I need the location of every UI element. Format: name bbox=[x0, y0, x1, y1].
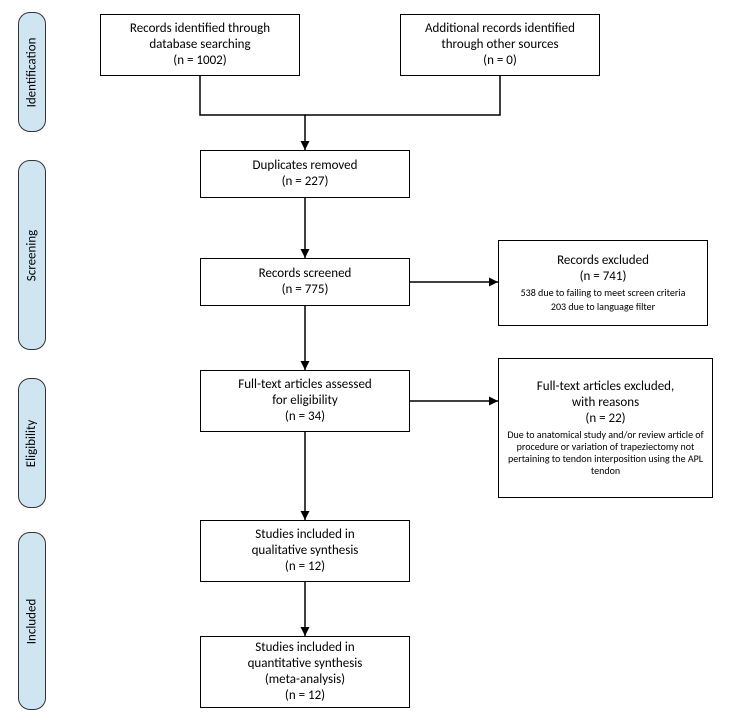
stage-label-text: Eligibility bbox=[25, 419, 40, 466]
stage-identification: Identification bbox=[18, 12, 46, 132]
text-line: Additional records identified bbox=[425, 21, 575, 37]
text-line: Full-text articles assessed bbox=[238, 377, 372, 393]
node-screened: Records screened (n = 775) bbox=[200, 258, 410, 306]
text-line: (n = 12) bbox=[285, 559, 325, 575]
stage-label-text: Screening bbox=[25, 229, 40, 281]
text-line: Records excluded bbox=[557, 253, 649, 269]
stage-included: Included bbox=[18, 532, 46, 710]
text-small: 203 due to language filter bbox=[551, 301, 655, 313]
text-line: qualitative synthesis bbox=[252, 543, 359, 559]
node-duplicates: Duplicates removed (n = 227) bbox=[200, 150, 410, 198]
node-db-search: Records identified through database sear… bbox=[100, 14, 300, 76]
text-line: Records identified through bbox=[130, 21, 270, 37]
text-line: quantitative synthesis bbox=[248, 656, 363, 672]
node-quantitative: Studies included in quantitative synthes… bbox=[200, 636, 410, 708]
text-line: with reasons bbox=[572, 395, 639, 411]
node-excluded-screen: Records excluded (n = 741) 538 due to fa… bbox=[498, 240, 708, 326]
text-line: Duplicates removed bbox=[253, 158, 358, 174]
text-line: for eligibility bbox=[272, 393, 338, 409]
text-line: (n = 775) bbox=[282, 282, 329, 298]
node-other-sources: Additional records identified through ot… bbox=[400, 14, 600, 76]
text-line: (n = 1002) bbox=[173, 53, 226, 69]
node-qualitative: Studies included in qualitative synthesi… bbox=[200, 520, 410, 582]
stage-screening: Screening bbox=[18, 160, 46, 350]
text-line: (n = 22) bbox=[585, 411, 625, 427]
text-line: (n = 227) bbox=[282, 174, 329, 190]
text-line: Full-text articles excluded, bbox=[537, 379, 674, 395]
text-line: (n = 0) bbox=[483, 53, 517, 69]
text-line: through other sources bbox=[441, 37, 558, 53]
text-line: Studies included in bbox=[255, 640, 354, 656]
text-line: database searching bbox=[149, 37, 250, 53]
text-line: Studies included in bbox=[255, 527, 354, 543]
node-excluded-fulltext: Full-text articles excluded, with reason… bbox=[498, 358, 713, 498]
text-line: (n = 12) bbox=[285, 688, 325, 704]
text-line: Records screened bbox=[259, 266, 352, 282]
node-fulltext: Full-text articles assessed for eligibil… bbox=[200, 370, 410, 432]
stage-label-text: Included bbox=[25, 598, 40, 644]
text-small: Due to anatomical study and/or review ar… bbox=[507, 429, 704, 477]
text-small: 538 due to failing to meet screen criter… bbox=[521, 287, 686, 299]
stage-eligibility: Eligibility bbox=[18, 378, 46, 508]
text-line: (n = 741) bbox=[580, 269, 627, 285]
text-line: (n = 34) bbox=[285, 409, 325, 425]
stage-label-text: Identification bbox=[25, 37, 40, 107]
text-line: (meta-analysis) bbox=[265, 672, 345, 688]
